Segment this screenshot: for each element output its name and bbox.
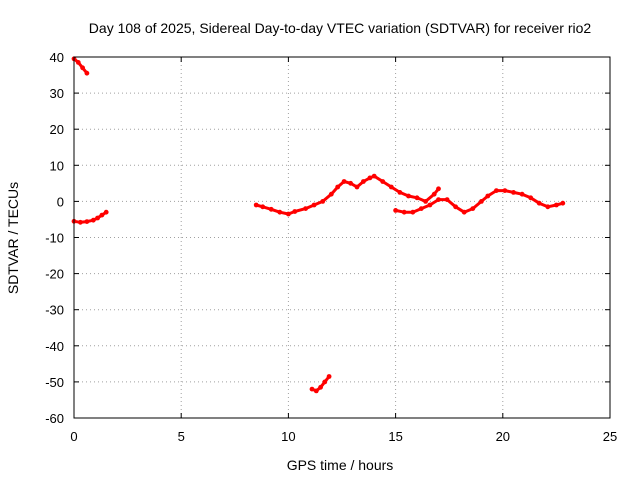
data-point: [485, 193, 491, 199]
data-point: [461, 209, 467, 215]
y-tick-label: -50: [45, 375, 64, 390]
data-point: [554, 202, 559, 208]
data-point: [406, 193, 411, 199]
data-point: [286, 211, 291, 217]
y-tick-label: 0: [57, 194, 64, 209]
y-tick-label: -40: [45, 339, 64, 354]
data-point: [328, 191, 334, 197]
x-tick-label: 15: [388, 429, 402, 444]
data-point: [393, 208, 398, 213]
x-tick-label: 25: [603, 429, 617, 444]
data-point: [444, 197, 450, 203]
grid-lines: [74, 57, 610, 418]
y-tick-label: 20: [50, 122, 64, 137]
data-point: [367, 175, 373, 181]
chart-title: Day 108 of 2025, Sidereal Day-to-day VTE…: [89, 20, 592, 36]
data-point: [75, 60, 81, 65]
data-point: [494, 188, 499, 194]
data-point: [313, 388, 319, 394]
y-tick-label: -30: [45, 303, 64, 318]
data-point: [318, 384, 323, 390]
data-point: [423, 199, 428, 204]
y-tick-label: 10: [50, 158, 64, 173]
data-point: [311, 202, 317, 208]
data-point: [470, 206, 476, 212]
data-point: [99, 212, 105, 218]
data-point: [268, 206, 274, 212]
y-tick-label: -20: [45, 267, 64, 282]
data-point: [536, 200, 542, 206]
y-axis-label: SDTVAR / TECUs: [5, 182, 21, 294]
data-point: [545, 204, 551, 210]
data-point: [95, 215, 100, 221]
data-point: [320, 199, 326, 204]
data-point: [414, 195, 420, 201]
data-point: [103, 209, 109, 215]
y-tick-label: -10: [45, 231, 64, 246]
data-point: [519, 191, 525, 197]
x-tick-label: 10: [281, 429, 295, 444]
data-point: [84, 219, 90, 225]
x-tick-label: 20: [496, 429, 510, 444]
data-point: [528, 195, 534, 201]
data-point: [260, 204, 266, 210]
data-point: [431, 191, 437, 197]
data-point: [78, 219, 83, 225]
data-point: [418, 206, 424, 212]
data-point: [401, 209, 407, 215]
data-point: [388, 184, 394, 190]
data-point: [436, 197, 441, 203]
data-point: [361, 179, 366, 184]
data-point: [303, 206, 308, 212]
data-point: [354, 184, 360, 190]
data-point: [326, 374, 332, 379]
data-point: [322, 379, 328, 385]
x-tick-label: 5: [178, 429, 185, 444]
data-point: [341, 179, 347, 184]
plot-frame: [73, 56, 611, 419]
data-point: [292, 209, 298, 214]
data-point: [397, 190, 403, 195]
data-point: [253, 202, 259, 208]
data-point: [277, 209, 283, 215]
x-tick-label: 0: [70, 429, 77, 444]
data-point: [90, 217, 96, 223]
data-point: [309, 386, 315, 392]
data-point: [410, 209, 416, 215]
series-segment-1: [72, 57, 89, 75]
y-tick-label: 30: [50, 86, 64, 101]
data-point: [335, 184, 341, 190]
data-point: [560, 200, 566, 206]
data-point: [371, 173, 377, 179]
data-series: [71, 56, 566, 394]
y-tick-label: 40: [50, 50, 64, 65]
data-point: [436, 186, 441, 192]
data-point: [479, 199, 484, 204]
data-point: [427, 202, 433, 208]
data-point: [80, 65, 85, 71]
data-point: [84, 70, 90, 76]
data-point: [380, 179, 386, 184]
y-tick-label: -60: [45, 411, 64, 426]
data-point: [453, 204, 458, 210]
data-point: [502, 188, 508, 194]
data-point: [511, 190, 516, 195]
data-point: [348, 180, 353, 186]
x-axis-label: GPS time / hours: [287, 457, 394, 473]
